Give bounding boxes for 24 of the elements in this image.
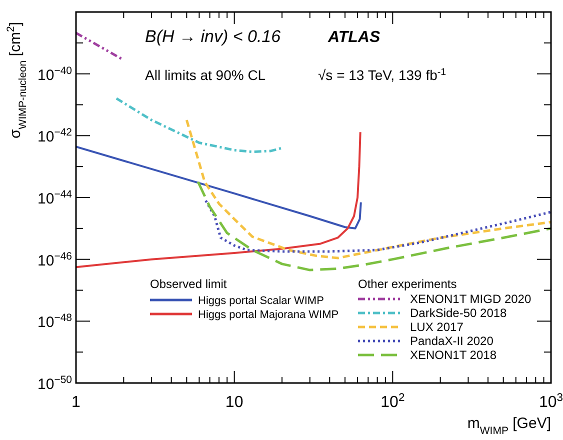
legend-title: Observed limit (150, 277, 228, 291)
legend-label: XENON1T 2018 (410, 348, 497, 362)
y-tick-label: 10$^{−42}$ (38, 126, 72, 146)
x-tick-label: 1 (72, 394, 81, 411)
x-tick-label: 10 (225, 394, 244, 411)
y-tick-label: 10$^{−46}$ (38, 250, 72, 270)
legend-label: PandaX-II 2020 (410, 334, 494, 348)
annotation: ATLAS (327, 29, 380, 46)
x-axis-title: m$_{WIMP}$ [GeV] (467, 415, 551, 437)
legend-label: Higgs portal Scalar WIMP (198, 295, 324, 307)
x-tick-label: 10$^{2}$ (380, 392, 405, 411)
y-tick-label: 10$^{−48}$ (38, 312, 72, 332)
annotation: √s = 13 TeV, 139 fb$^{-1}$ (318, 66, 446, 83)
annotation: B(H → inv) < 0.16 (145, 27, 282, 46)
y-tick-label: 10$^{−40}$ (38, 64, 72, 84)
legend-label: XENON1T MIGD 2020 (410, 292, 532, 306)
legend-label: Higgs portal Majorana WIMP (198, 309, 339, 321)
x-tick-label: 10$^{3}$ (538, 392, 563, 411)
y-tick-label: 10$^{−44}$ (38, 188, 72, 208)
annotation: All limits at 90% CL (145, 67, 266, 83)
legend-label: LUX 2017 (410, 320, 464, 334)
y-tick-label: 10$^{−50}$ (38, 374, 72, 393)
legend-label: DarkSide-50 2018 (410, 306, 508, 320)
annotation: Other experiments (358, 277, 457, 291)
